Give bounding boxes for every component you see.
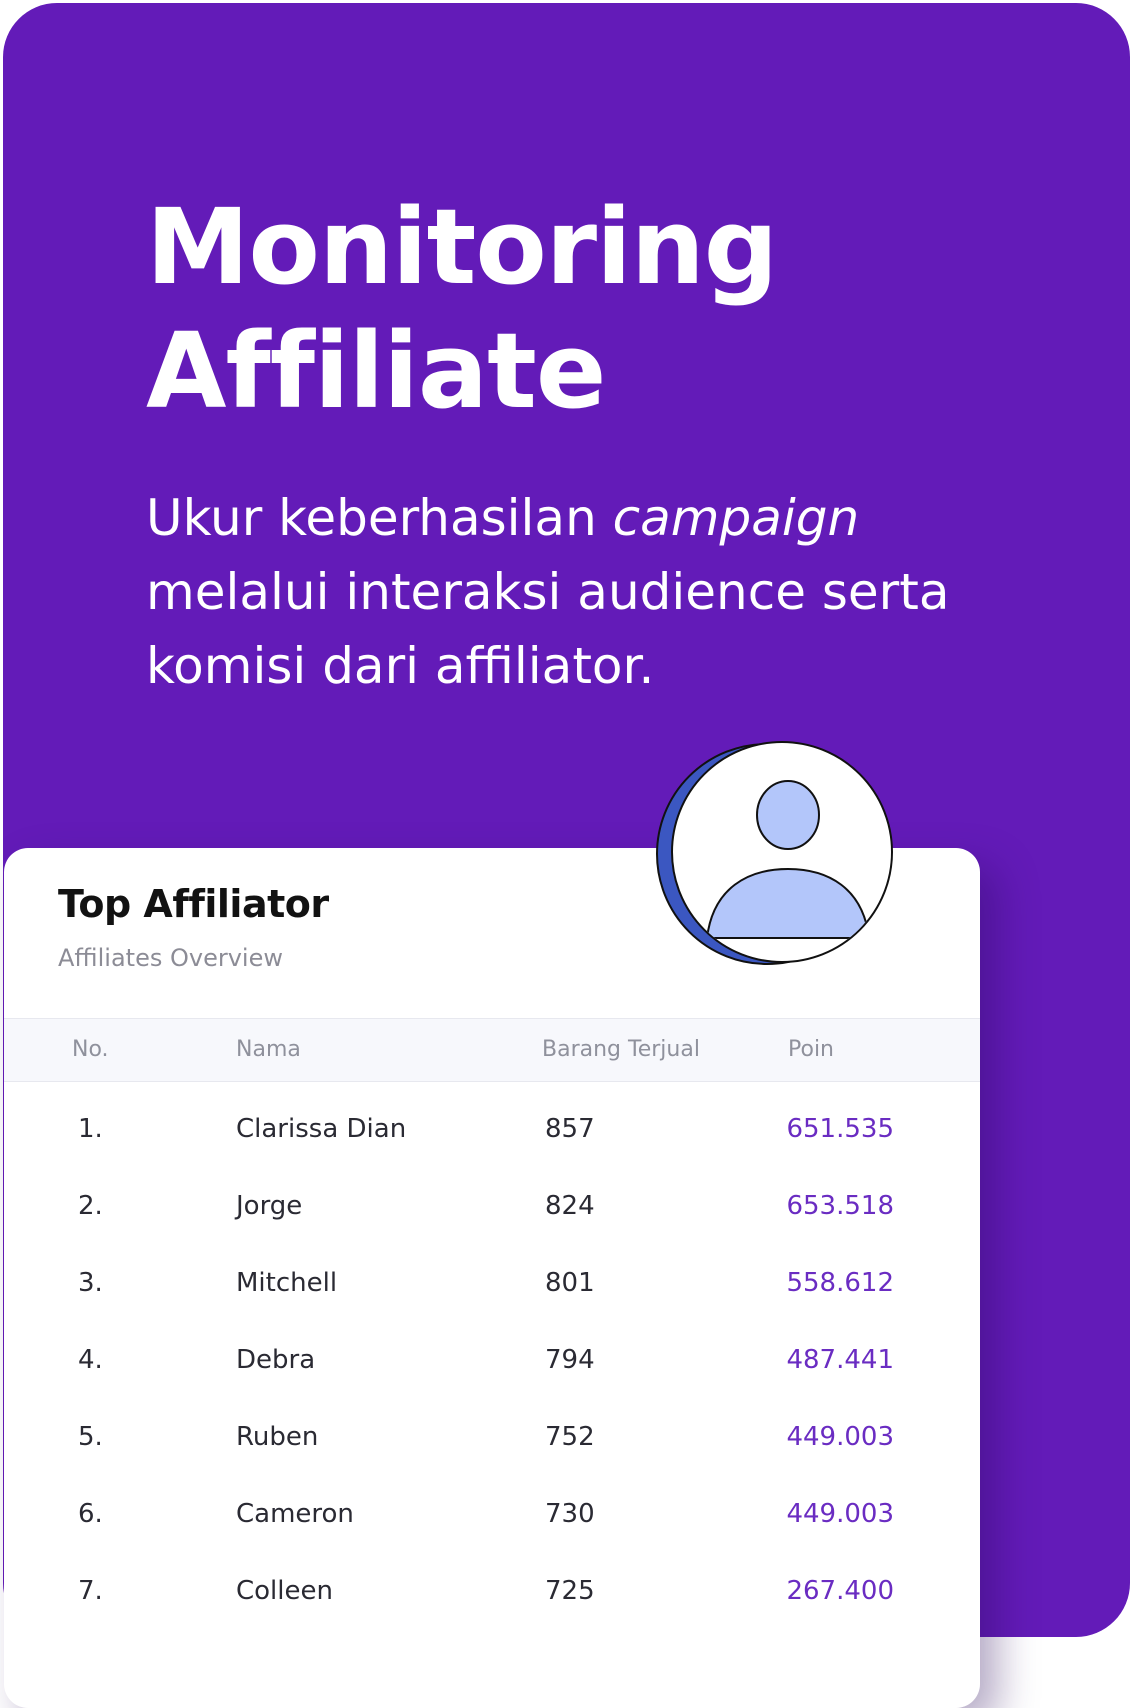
items-sold: 857 bbox=[545, 1114, 595, 1144]
affiliate-name: Mitchell bbox=[236, 1268, 338, 1298]
items-sold: 801 bbox=[545, 1268, 595, 1298]
table-row: 6. Cameron 730 449.003 bbox=[4, 1477, 980, 1557]
row-number: 3. bbox=[78, 1268, 103, 1298]
table-row: 2. Jorge 824 653.518 bbox=[4, 1169, 980, 1249]
row-number: 5. bbox=[78, 1422, 103, 1452]
items-sold: 824 bbox=[545, 1191, 595, 1221]
points-value: 558.612 bbox=[786, 1268, 894, 1298]
column-header-no: No. bbox=[72, 1037, 109, 1062]
column-header-poin: Poin bbox=[788, 1037, 834, 1062]
hero-description-part-1: Ukur keberhasilan bbox=[146, 489, 613, 547]
hero-title-line-2: Affiliate bbox=[146, 310, 606, 432]
user-avatar-icon bbox=[656, 741, 893, 965]
points-value: 267.400 bbox=[786, 1576, 894, 1606]
affiliate-name: Jorge bbox=[236, 1191, 303, 1221]
points-value: 651.535 bbox=[786, 1114, 894, 1144]
table-row: 1. Clarissa Dian 857 651.535 bbox=[4, 1092, 980, 1172]
hero-title-line-1: Monitoring bbox=[146, 186, 778, 308]
row-number: 7. bbox=[78, 1576, 103, 1606]
items-sold: 725 bbox=[545, 1576, 595, 1606]
hero-title: Monitoring Affiliate bbox=[146, 185, 778, 433]
affiliate-name: Debra bbox=[236, 1345, 316, 1375]
points-value: 449.003 bbox=[786, 1422, 894, 1452]
top-affiliator-panel: Top Affiliator Affiliates Overview No. N… bbox=[4, 848, 980, 1708]
points-value: 653.518 bbox=[786, 1191, 894, 1221]
row-number: 2. bbox=[78, 1191, 103, 1221]
items-sold: 752 bbox=[545, 1422, 595, 1452]
items-sold: 730 bbox=[545, 1499, 595, 1529]
row-number: 6. bbox=[78, 1499, 103, 1529]
table-row: 3. Mitchell 801 558.612 bbox=[4, 1246, 980, 1326]
hero-description-part-2: melalui interaksi audience serta komisi … bbox=[146, 563, 950, 695]
column-header-nama: Nama bbox=[236, 1037, 301, 1062]
affiliate-name: Cameron bbox=[236, 1499, 354, 1529]
points-value: 449.003 bbox=[786, 1499, 894, 1529]
row-number: 4. bbox=[78, 1345, 103, 1375]
panel-subtitle: Affiliates Overview bbox=[58, 944, 283, 972]
affiliate-name: Clarissa Dian bbox=[236, 1114, 407, 1144]
table-row: 4. Debra 794 487.441 bbox=[4, 1323, 980, 1403]
table-row: 5. Ruben 752 449.003 bbox=[4, 1400, 980, 1480]
affiliate-name: Ruben bbox=[236, 1422, 319, 1452]
points-value: 487.441 bbox=[786, 1345, 894, 1375]
items-sold: 794 bbox=[545, 1345, 595, 1375]
panel-title: Top Affiliator bbox=[58, 882, 329, 926]
affiliate-name: Colleen bbox=[236, 1576, 333, 1606]
row-number: 1. bbox=[78, 1114, 103, 1144]
column-header-barang-terjual: Barang Terjual bbox=[542, 1037, 700, 1062]
hero-description: Ukur keberhasilan campaign melalui inter… bbox=[146, 481, 1026, 703]
hero-description-emphasis: campaign bbox=[612, 489, 860, 547]
table-row: 7. Colleen 725 267.400 bbox=[4, 1554, 980, 1634]
table-header: No. Nama Barang Terjual Poin bbox=[4, 1018, 980, 1082]
